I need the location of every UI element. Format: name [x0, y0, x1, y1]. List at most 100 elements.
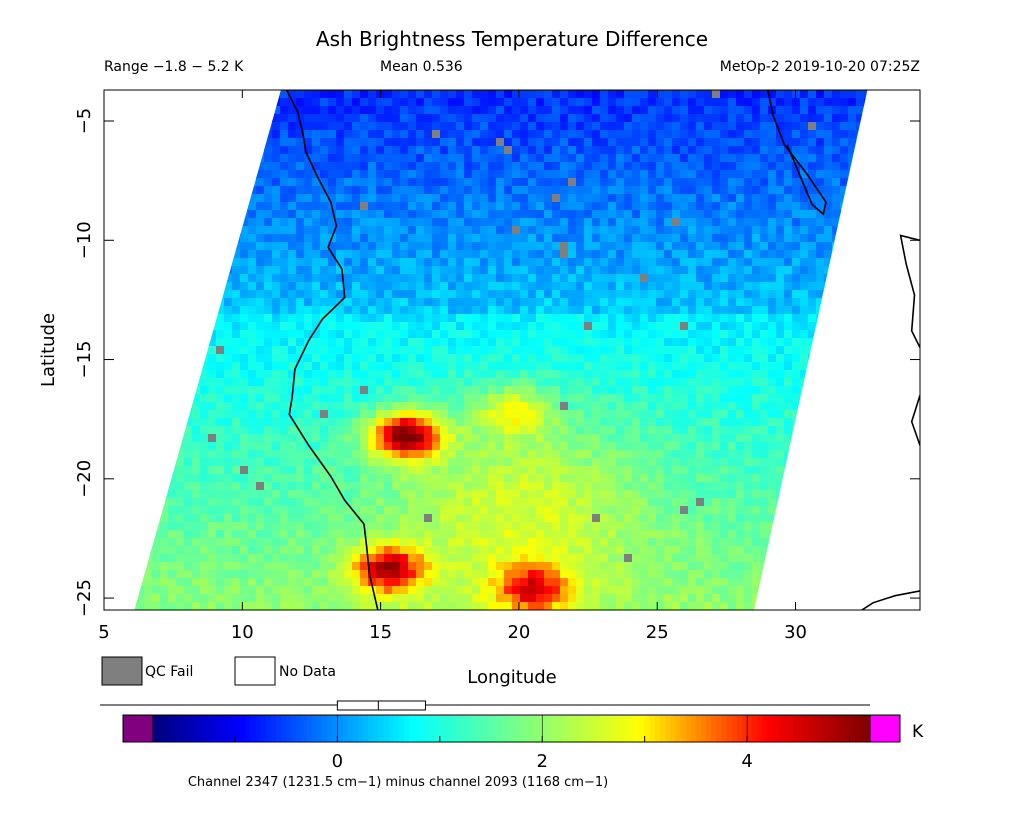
swath-cell — [648, 274, 657, 283]
swath-cell — [528, 226, 537, 235]
swath-cell — [776, 386, 785, 395]
swath-cell — [792, 474, 801, 483]
swath-cell — [104, 298, 113, 307]
swath-cell — [160, 226, 169, 235]
swath-cell — [272, 474, 281, 483]
swath-cell — [656, 370, 665, 379]
swath-cell — [896, 290, 905, 299]
swath-cell — [552, 458, 561, 467]
swath-cell — [240, 450, 249, 459]
swath-cell — [912, 458, 921, 467]
swath-cell — [616, 410, 625, 419]
swath-cell — [576, 298, 585, 307]
swath-cell — [480, 210, 489, 219]
swath-cell — [880, 242, 889, 251]
swath-cell — [288, 282, 297, 291]
swath-cell — [616, 418, 625, 427]
swath-cell — [400, 466, 409, 475]
swath-cell — [856, 170, 865, 179]
swath-cell — [744, 410, 753, 419]
swath-cell — [432, 106, 441, 115]
swath-cell — [344, 410, 353, 419]
swath-cell — [800, 130, 809, 139]
swath-cell — [600, 122, 609, 131]
swath-cell — [656, 106, 665, 115]
swath-cell — [536, 466, 545, 475]
swath-cell — [504, 122, 513, 131]
swath-cell — [728, 226, 737, 235]
swath-cell — [416, 378, 425, 387]
swath-cell — [368, 282, 377, 291]
swath-cell — [296, 226, 305, 235]
swath-cell — [440, 474, 449, 483]
swath-cell — [152, 362, 161, 371]
swath-cell — [120, 394, 129, 403]
swath-cell — [904, 378, 913, 387]
swath-cell — [448, 418, 457, 427]
swath-cell — [704, 226, 713, 235]
swath-cell — [672, 186, 681, 195]
swath-cell — [880, 226, 889, 235]
swath-cell — [856, 194, 865, 203]
swath-cell — [440, 218, 449, 227]
swath-cell — [720, 138, 729, 147]
swath-cell — [224, 298, 233, 307]
swath-cell — [888, 242, 897, 251]
swath-cell — [816, 122, 825, 131]
swath-cell — [720, 330, 729, 339]
swath-cell — [872, 378, 881, 387]
swath-cell — [664, 434, 673, 443]
swath-cell — [872, 146, 881, 155]
swath-cell — [816, 90, 825, 99]
swath-cell — [704, 394, 713, 403]
swath-cell — [440, 458, 449, 467]
swath-cell — [816, 282, 825, 291]
swath-cell — [464, 442, 473, 451]
swath-cell — [528, 330, 537, 339]
swath-cell — [392, 242, 401, 251]
swath-cell — [272, 258, 281, 267]
swath-cell — [712, 90, 721, 99]
swath-cell — [632, 162, 641, 171]
swath-cell — [648, 242, 657, 251]
swath-cell — [400, 314, 409, 323]
swath-cell — [176, 450, 185, 459]
swath-cell — [736, 210, 745, 219]
swath-cell — [648, 434, 657, 443]
swath-cell — [432, 306, 441, 315]
swath-cell — [872, 250, 881, 259]
swath-cell — [440, 170, 449, 179]
swath-cell — [264, 218, 273, 227]
swath-cell — [856, 346, 865, 355]
swath-cell — [352, 410, 361, 419]
swath-cell — [760, 242, 769, 251]
swath-cell — [672, 194, 681, 203]
swath-cell — [568, 314, 577, 323]
swath-cell — [352, 170, 361, 179]
swath-cell — [512, 458, 521, 467]
swath-cell — [760, 354, 769, 363]
swath-cell — [704, 202, 713, 211]
swath-cell — [792, 210, 801, 219]
swath-cell — [432, 90, 441, 99]
swath-cell — [584, 178, 593, 187]
swath-cell — [728, 458, 737, 467]
swath-cell — [512, 178, 521, 187]
swath-cell — [776, 426, 785, 435]
swath-cell — [864, 354, 868, 363]
swath-cell — [560, 290, 569, 299]
swath-cell — [648, 346, 657, 355]
swath-cell — [320, 258, 329, 267]
swath-cell — [152, 154, 161, 163]
swath-cell — [272, 146, 281, 155]
swath-cell — [568, 250, 577, 259]
swath-cell — [296, 138, 305, 147]
swath-cell — [648, 314, 657, 323]
swath-cell — [656, 186, 665, 195]
swath-cell — [840, 218, 849, 227]
swath-cell — [448, 362, 457, 371]
swath-cell — [224, 130, 233, 139]
swath-cell — [576, 154, 585, 163]
swath-cell — [488, 426, 497, 435]
swath-cell — [408, 282, 417, 291]
